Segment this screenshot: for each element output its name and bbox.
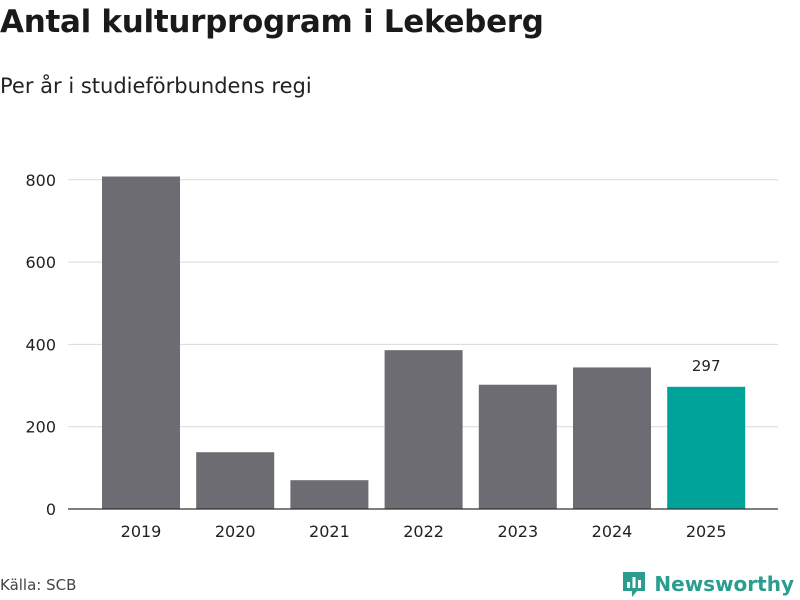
x-tick-label: 2022	[403, 522, 444, 541]
x-tick-label: 2023	[497, 522, 538, 541]
x-tick-label: 2020	[215, 522, 256, 541]
y-tick-label: 600	[25, 253, 56, 272]
bar-2022	[384, 350, 463, 509]
brand-name: Newsworthy	[654, 572, 794, 596]
bar-2025	[667, 386, 746, 509]
x-tick-label: 2021	[309, 522, 350, 541]
bar-2019	[102, 176, 180, 509]
source-note: Källa: SCB	[0, 576, 77, 594]
data-label: 297	[692, 357, 721, 375]
y-tick-label: 800	[25, 171, 56, 190]
y-tick-label: 400	[25, 335, 56, 354]
chart-title: Antal kulturprogram i Lekeberg	[0, 4, 544, 40]
newsworthy-logo-icon	[623, 572, 646, 597]
y-tick-label: 200	[25, 418, 56, 437]
chart-subtitle: Per år i studieförbundens regi	[0, 74, 312, 98]
x-tick-label: 2024	[592, 522, 633, 541]
bar-2023	[478, 384, 557, 509]
bar-2020	[196, 452, 275, 509]
brand-logo: Newsworthy	[622, 570, 794, 598]
x-tick-label: 2019	[121, 522, 162, 541]
bar-2024	[573, 367, 651, 509]
x-tick-label: 2025	[686, 522, 727, 541]
bar-2021	[290, 480, 369, 509]
y-tick-label: 0	[46, 500, 56, 519]
